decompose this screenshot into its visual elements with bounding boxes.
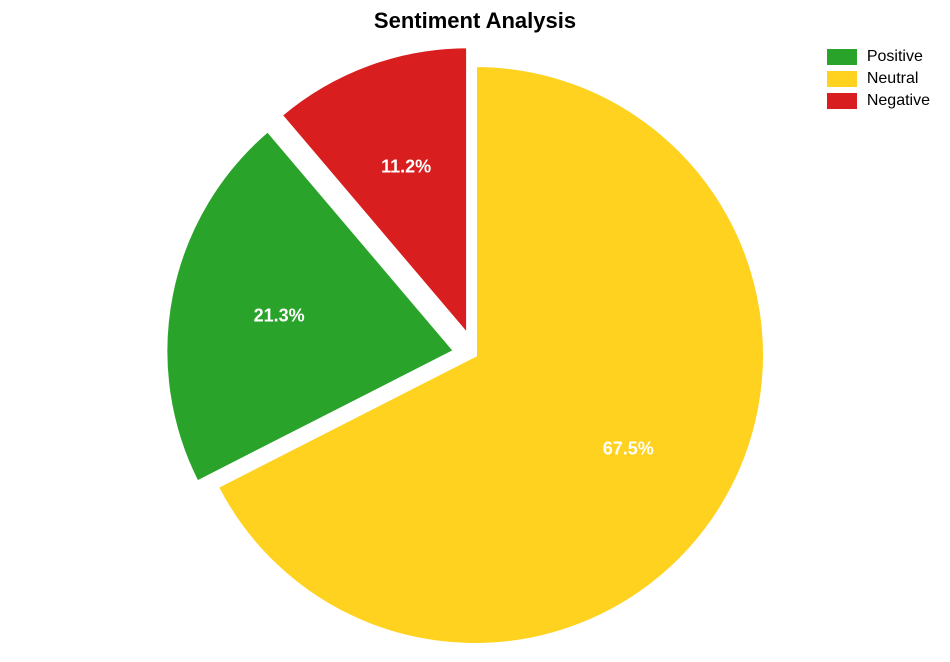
legend: Positive Neutral Negative [827, 48, 930, 114]
pie-svg [0, 0, 950, 662]
legend-label-neutral: Neutral [867, 70, 919, 88]
legend-label-positive: Positive [867, 48, 923, 66]
legend-item-positive: Positive [827, 48, 930, 66]
slice-label-negative: 11.2% [381, 157, 431, 178]
legend-label-negative: Negative [867, 92, 930, 110]
legend-swatch-neutral [827, 71, 857, 87]
legend-swatch-negative [827, 93, 857, 109]
legend-item-negative: Negative [827, 92, 930, 110]
legend-swatch-positive [827, 49, 857, 65]
slice-label-neutral: 67.5% [603, 438, 654, 459]
legend-item-neutral: Neutral [827, 70, 930, 88]
slice-label-positive: 21.3% [254, 305, 305, 326]
sentiment-pie-chart: Sentiment Analysis 67.5%21.3%11.2% Posit… [0, 0, 950, 662]
